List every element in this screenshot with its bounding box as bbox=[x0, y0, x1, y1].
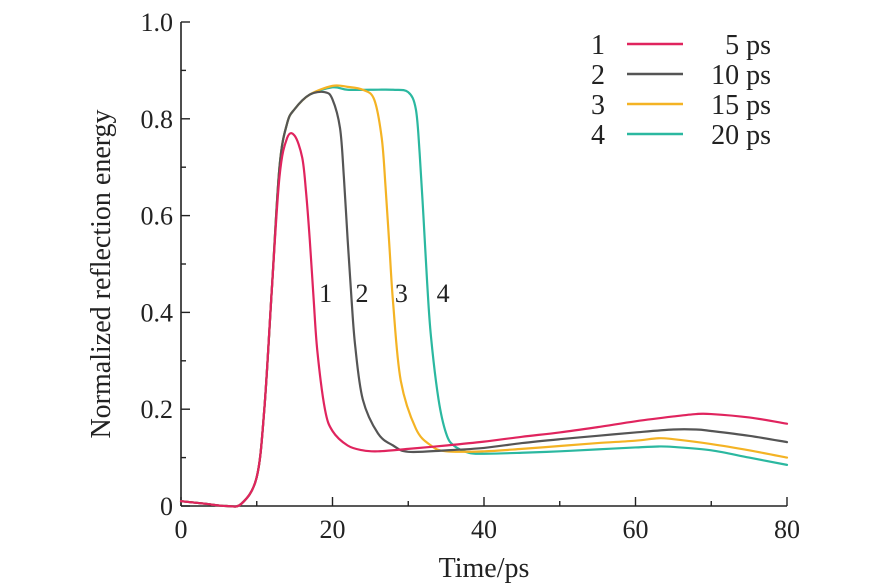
curve-label-4: 4 bbox=[437, 279, 450, 308]
legend-label-3: 15 ps bbox=[711, 90, 771, 121]
curve-label-2: 2 bbox=[356, 279, 369, 308]
x-tick-label: 40 bbox=[471, 515, 497, 544]
legend-label-1: 5 ps bbox=[725, 30, 771, 61]
axes-group: 0 20 40 60 80 0 0.2 0.4 0.6 0.8 1.0 bbox=[141, 8, 801, 544]
legend-index-3: 3 bbox=[591, 90, 605, 121]
x-tick-label: 0 bbox=[175, 515, 188, 544]
curve-label-3: 3 bbox=[395, 279, 408, 308]
y-tick-label: 0 bbox=[160, 492, 173, 521]
x-tick-label: 60 bbox=[623, 515, 649, 544]
series-line-1 bbox=[179, 132, 789, 508]
y-tick-label: 0.2 bbox=[141, 395, 174, 424]
legend-index-1: 1 bbox=[591, 30, 605, 61]
y-tick-label: 0.4 bbox=[141, 298, 174, 327]
x-axis-title: Time/ps bbox=[439, 553, 530, 584]
series-group bbox=[179, 84, 789, 508]
x-tick-label: 80 bbox=[774, 515, 800, 544]
curve-label-1: 1 bbox=[319, 279, 332, 308]
legend-label-2: 10 ps bbox=[711, 60, 771, 91]
y-axis-title: Normalized reflection energy bbox=[86, 109, 117, 438]
y-tick-label: 0.6 bbox=[141, 202, 174, 231]
legend-index-2: 2 bbox=[591, 60, 605, 91]
legend-label-4: 20 ps bbox=[711, 120, 771, 151]
legend-index-4: 4 bbox=[591, 120, 605, 151]
y-tick-label: 1.0 bbox=[141, 8, 174, 37]
y-tick-label: 0.8 bbox=[141, 105, 174, 134]
x-tick-label: 20 bbox=[320, 515, 346, 544]
